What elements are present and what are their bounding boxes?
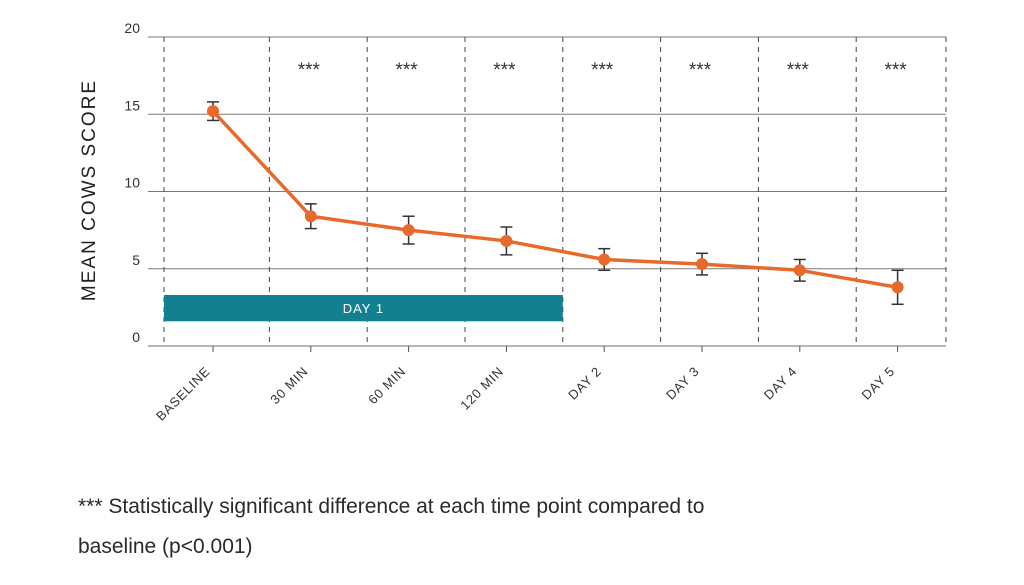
y-tick-label: 0 xyxy=(132,329,140,345)
significance-marker: *** xyxy=(689,60,712,81)
data-point xyxy=(207,105,219,118)
data-point xyxy=(500,234,513,247)
footnote: *** Statistically significant difference… xyxy=(78,487,978,567)
series-layer xyxy=(207,101,904,306)
significance-marker: *** xyxy=(493,60,516,81)
data-point xyxy=(402,224,415,237)
x-tick-label: DAY 4 xyxy=(761,364,800,403)
y-tick-label: 15 xyxy=(124,97,140,113)
data-point xyxy=(793,264,806,277)
significance-marker: *** xyxy=(591,60,614,81)
footnote-line-2: baseline (p<0.001) xyxy=(78,535,253,558)
y-axis-title: MEAN COWS SCORE xyxy=(79,79,100,301)
grid-layer xyxy=(148,36,947,352)
data-point xyxy=(891,281,904,294)
significance-marker: *** xyxy=(885,60,908,81)
day1-band-layer: DAY 1 xyxy=(164,295,563,322)
day1-band-label: DAY 1 xyxy=(343,301,384,316)
day1-band xyxy=(164,295,563,322)
data-point xyxy=(696,258,708,271)
text-layer: 0 5 10 15 20 *** *** *** *** *** *** *** BASELINE 30 … xyxy=(79,20,907,424)
y-tick-label: 5 xyxy=(132,252,140,268)
series-line xyxy=(211,109,898,290)
significance-marker: *** xyxy=(298,60,321,81)
y-tick-label: 10 xyxy=(124,175,140,191)
x-tick-label: DAY 2 xyxy=(565,364,604,403)
cows-score-chart: DAY 1 0 5 10 15 20 *** *** *** *** *** *** *** BASEL… xyxy=(79,20,947,424)
x-tick-label: DAY 5 xyxy=(859,364,898,403)
significance-marker: *** xyxy=(396,60,419,81)
x-tick-label: 60 MIN xyxy=(365,364,409,408)
footnote-line-1: *** Statistically significant difference… xyxy=(78,495,705,518)
data-point xyxy=(598,253,611,266)
data-point xyxy=(304,210,317,223)
x-tick-label: 30 MIN xyxy=(267,364,311,408)
y-tick-label: 20 xyxy=(124,20,140,36)
x-tick-label: BASELINE xyxy=(153,364,213,424)
x-tick-label: 120 MIN xyxy=(457,364,506,413)
x-tick-label: DAY 3 xyxy=(663,364,702,403)
significance-marker: *** xyxy=(787,60,810,81)
